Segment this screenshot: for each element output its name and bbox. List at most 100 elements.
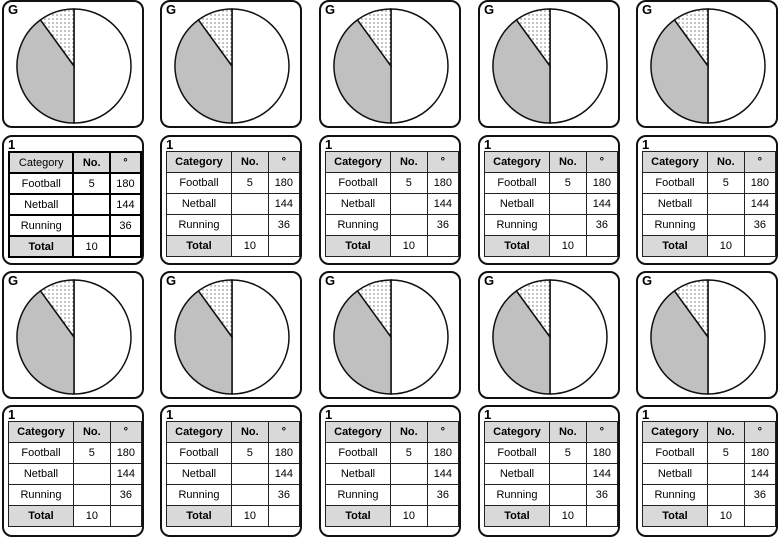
pie-chart [16, 8, 132, 124]
column-header: No. [72, 421, 111, 443]
table-row: Running 36 [642, 214, 776, 236]
table-card: 1 Category No. ° Football 5 180 Netball 144 Runni… [2, 135, 144, 265]
pie-slice-running [515, 279, 551, 340]
pie-slice-football [73, 279, 132, 395]
table-card-label: 1 [325, 137, 333, 152]
table-cell: 144 [267, 463, 300, 485]
table-cell: Running [642, 484, 708, 506]
pie-card-label: G [8, 2, 19, 17]
table-cell: Football [7, 172, 75, 195]
table-cell: Netball [484, 463, 550, 485]
table-row: Running 36 [166, 214, 300, 236]
table-cell: 180 [426, 442, 459, 464]
pie-slice-football [390, 8, 449, 124]
column-header: No. [548, 421, 587, 443]
pie-slice-running [515, 8, 551, 69]
table-cell: Running [325, 484, 391, 506]
table-cell: Running [484, 214, 550, 236]
table-cell: Football [8, 442, 74, 464]
total-label: Total [642, 505, 708, 527]
table-cell: Running [8, 484, 74, 506]
column-header: ° [426, 151, 459, 173]
table-card: 1 Category No. ° Football 5 180 Netball 144 Runni… [160, 405, 302, 537]
table-cell: 5 [72, 442, 111, 464]
table-cell [230, 463, 269, 485]
table-row: Running 36 [484, 484, 618, 506]
pie-chart-card: G [2, 271, 144, 399]
table-cell: 144 [426, 193, 459, 215]
angles-table: Category No. ° Football 5 180 Netball 144 Runnin… [7, 151, 142, 258]
table-card: 1 Category No. ° Football 5 180 Netball 144 Runni… [319, 135, 461, 265]
total-value: 10 [548, 235, 587, 257]
table-cell: 180 [109, 442, 142, 464]
table-cell [72, 193, 111, 216]
angles-table: Category No. ° Football 5 180 Netball 144 Runnin… [642, 421, 776, 527]
table-row: Running 36 [642, 484, 776, 506]
table-card: 1 Category No. ° Football 5 180 Netball 144 Runni… [319, 405, 461, 537]
table-cell: Football [642, 442, 708, 464]
table-cell: Running [325, 214, 391, 236]
table-row: Netball 144 [325, 193, 459, 215]
column-header: No. [72, 151, 111, 174]
total-label: Total [325, 505, 391, 527]
total-degrees-cell [426, 505, 459, 527]
pie-slice-football [231, 279, 290, 395]
column-header: Category [166, 421, 232, 443]
total-value: 10 [230, 505, 269, 527]
pie-slice-football [707, 279, 766, 395]
table-card-label: 1 [642, 137, 650, 152]
pie-slice-netball [650, 289, 709, 395]
table-header-row: Category No. ° [8, 421, 142, 443]
table-cell: 5 [548, 172, 587, 194]
table-total-row: Total 10 [166, 235, 300, 257]
table-cell: 5 [230, 172, 269, 194]
total-label: Total [484, 505, 550, 527]
table-row: Football 5 180 [325, 172, 459, 194]
column-header: Category [642, 421, 708, 443]
table-cell: Netball [484, 193, 550, 215]
total-value: 10 [706, 505, 745, 527]
table-cell: 5 [706, 442, 745, 464]
table-card-label: 1 [166, 137, 174, 152]
total-degrees-cell [743, 505, 776, 527]
angles-table: Category No. ° Football 5 180 Netball 144 Runnin… [166, 151, 300, 257]
table-cell: 36 [267, 484, 300, 506]
column-header: ° [743, 151, 776, 173]
table-cell: Netball [642, 463, 708, 485]
table-row: Netball 144 [166, 193, 300, 215]
column-header: ° [743, 421, 776, 443]
pie-slice-netball [333, 289, 392, 395]
pie-slice-football [73, 8, 132, 124]
pie-slice-running [197, 8, 233, 69]
table-card-label: 1 [325, 407, 333, 422]
table-header-row: Category No. ° [484, 421, 618, 443]
pie-chart [650, 8, 766, 124]
total-label: Total [8, 505, 74, 527]
pie-card-label: G [642, 273, 653, 288]
table-row: Netball 144 [642, 193, 776, 215]
table-total-row: Total 10 [484, 505, 618, 527]
table-row: Netball 144 [8, 463, 142, 485]
pie-chart [333, 8, 449, 124]
table-row: Running 36 [7, 214, 142, 237]
table-card: 1 Category No. ° Football 5 180 Netball 144 Runni… [2, 405, 144, 537]
column-header: ° [109, 421, 142, 443]
angles-table: Category No. ° Football 5 180 Netball 144 Runnin… [8, 421, 142, 527]
table-cell: 36 [109, 484, 142, 506]
table-cell: Football [484, 172, 550, 194]
table-cell: 144 [108, 193, 142, 216]
total-value: 10 [72, 235, 111, 258]
table-header-row: Category No. ° [166, 421, 300, 443]
table-cell: 144 [585, 193, 618, 215]
table-total-row: Total 10 [7, 235, 142, 258]
table-cell [230, 214, 269, 236]
table-row: Running 36 [484, 214, 618, 236]
pie-chart [333, 279, 449, 395]
table-total-row: Total 10 [166, 505, 300, 527]
pie-slice-football [390, 279, 449, 395]
table-cell: 144 [585, 463, 618, 485]
angles-table: Category No. ° Football 5 180 Netball 144 Runnin… [325, 421, 459, 527]
table-row: Football 5 180 [166, 442, 300, 464]
table-cell: 144 [109, 463, 142, 485]
total-label: Total [166, 235, 232, 257]
